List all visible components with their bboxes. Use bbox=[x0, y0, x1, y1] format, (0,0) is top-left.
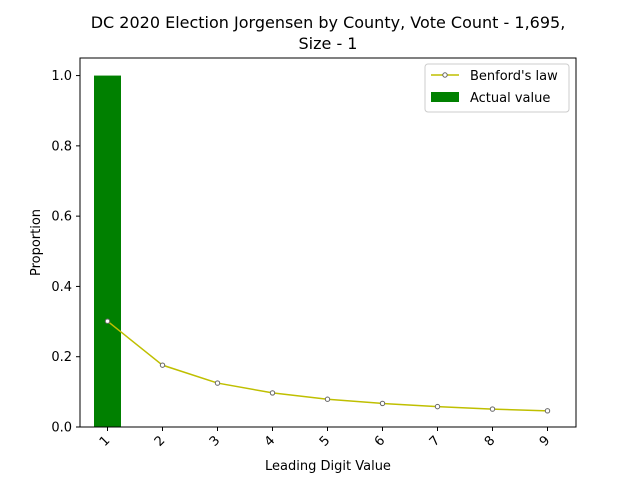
x-tick-label: 7 bbox=[427, 433, 443, 449]
benford-point-8 bbox=[489, 406, 496, 412]
benford-point-4 bbox=[269, 390, 276, 396]
y-tick-label: 0.4 bbox=[51, 280, 72, 295]
benford-point-5 bbox=[324, 396, 331, 402]
y-tick-label: 0.0 bbox=[51, 421, 72, 436]
x-axis-label: Leading Digit Value bbox=[265, 459, 391, 474]
benford-point-9 bbox=[544, 408, 551, 414]
x-tick-label: 1 bbox=[97, 433, 113, 449]
legend: Benford's law Actual value bbox=[424, 63, 570, 113]
legend-benford-marker bbox=[442, 72, 448, 78]
benford-point-3 bbox=[214, 380, 221, 386]
benford-point-2 bbox=[159, 362, 166, 368]
x-tick-label: 6 bbox=[372, 433, 388, 449]
y-tick-label: 0.6 bbox=[51, 210, 72, 225]
x-tick-label: 2 bbox=[152, 433, 168, 449]
x-tick-label: 4 bbox=[262, 433, 278, 449]
plot-frame bbox=[79, 57, 577, 428]
legend-box bbox=[424, 63, 570, 113]
bar-digit-1 bbox=[94, 75, 121, 428]
y-tick-label: 0.2 bbox=[51, 350, 72, 365]
y-tick-label: 1.0 bbox=[51, 69, 72, 84]
legend-actual-label: Actual value bbox=[470, 91, 550, 106]
benford-point-1 bbox=[104, 318, 111, 324]
benford-point-6 bbox=[379, 400, 386, 407]
chart-title-line2: Size - 1 bbox=[299, 34, 358, 53]
y-tick-label: 0.8 bbox=[51, 139, 72, 154]
chart-title-line1: DC 2020 Election Jorgensen by County, Vo… bbox=[91, 13, 566, 32]
x-tick-label: 8 bbox=[482, 433, 498, 449]
y-axis-label: Proportion bbox=[29, 209, 44, 276]
x-tick-label: 9 bbox=[537, 433, 553, 449]
legend-benford-label: Benford's law bbox=[470, 69, 558, 84]
x-tick-label: 3 bbox=[207, 433, 223, 449]
x-tick-label: 5 bbox=[317, 433, 333, 449]
legend-actual-swatch bbox=[431, 92, 459, 102]
benford-point-7 bbox=[434, 403, 441, 410]
plot-area: 0.0 0.2 0.4 0.6 0.8 1.0 1 2 3 4 5 6 7 8 9 bbox=[51, 69, 553, 450]
